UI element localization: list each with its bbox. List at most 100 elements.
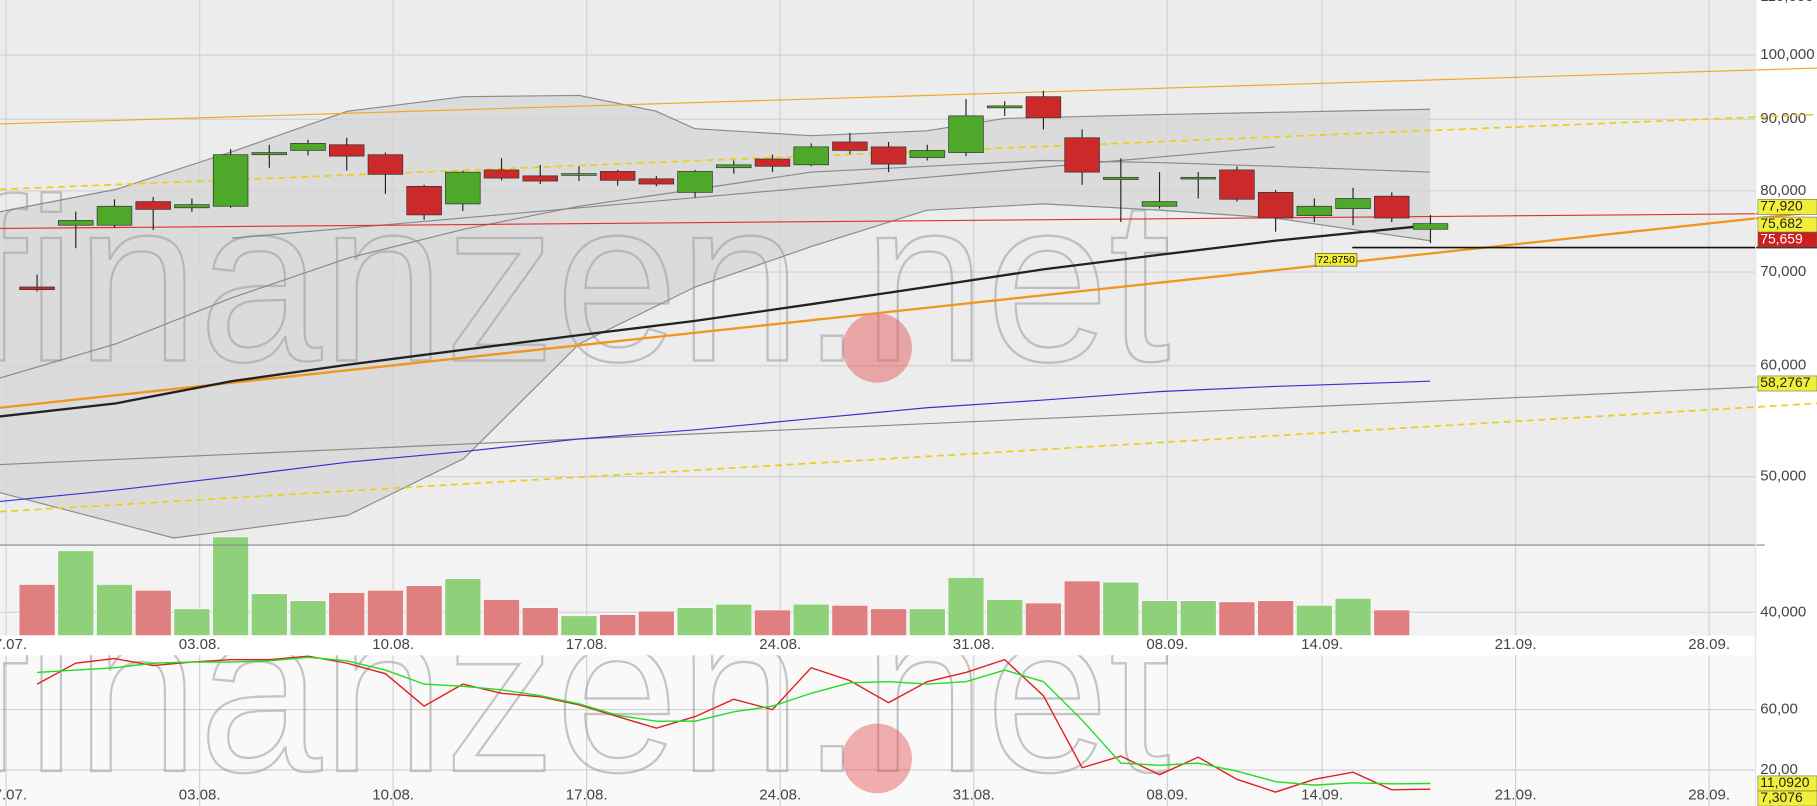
volume-bar: [909, 608, 946, 636]
volume-bar: [405, 585, 443, 636]
candle-body: [445, 171, 481, 205]
volume-bar: [870, 608, 907, 636]
x-tick-label: 24.08.: [759, 787, 801, 804]
volume-bar: [96, 584, 133, 636]
price-label: 75,659: [1760, 230, 1803, 246]
volume-bar: [986, 599, 1023, 636]
volume-bar: [754, 609, 791, 636]
y-tick-label: 100,000: [1760, 46, 1814, 63]
price-label-box: [1757, 790, 1817, 806]
x-tick-label: 31.08.: [953, 636, 995, 653]
y-tick-label: 50,000: [1760, 468, 1806, 485]
volume-bar: [1373, 609, 1411, 636]
volume-bar: [676, 607, 714, 636]
price-label: 75,682: [1760, 215, 1803, 231]
indicator-line: [231, 146, 1275, 239]
volume-bar: [328, 592, 365, 636]
candle-body: [483, 169, 520, 179]
candle-body: [367, 154, 404, 175]
band-line: [0, 94, 1431, 213]
candle-body: [832, 141, 868, 151]
x-tick-label: 14.09.: [1301, 636, 1343, 653]
x-tick-label: 28.09.: [1688, 787, 1730, 804]
indicator-pane: [0, 655, 1756, 806]
x-tick-label: 03.08.: [179, 636, 221, 653]
candle-body: [1257, 192, 1294, 219]
x-tick-label: 27.07.: [0, 636, 27, 653]
candle-body: [1103, 176, 1139, 180]
volume-bar: [134, 590, 172, 636]
x-tick-label: 17.08.: [566, 636, 608, 653]
x-tick-label: 03.08.: [179, 787, 221, 804]
volume-bar: [483, 599, 520, 636]
band-fill: [0, 95, 1431, 538]
volume-bar: [57, 550, 95, 636]
volume-bar: [831, 605, 869, 636]
x-tick-label: 24.08.: [759, 636, 801, 653]
volume-bar: [212, 536, 249, 636]
x-tick-label: 14.09.: [1301, 787, 1343, 804]
candle-body: [1296, 205, 1333, 217]
indicator-line: [37, 656, 1431, 786]
volume-bar: [1218, 601, 1256, 636]
indicator-line: [0, 113, 1817, 191]
price-label: 7,3076: [1760, 789, 1803, 805]
candle-body: [1412, 223, 1449, 230]
price-label: 77,920: [1760, 198, 1803, 214]
price-label-box: [1757, 231, 1817, 248]
background-layer: [0, 0, 1756, 806]
indicator-line: [0, 380, 1431, 503]
watermark-group: finanzen.net: [0, 562, 1172, 806]
volume-bar: [18, 584, 56, 636]
indicator-line: [0, 383, 1817, 466]
volume-bar: [947, 577, 985, 636]
volume-bar: [599, 614, 636, 636]
candle-body: [212, 154, 249, 207]
indicator-line: [0, 67, 1817, 125]
candle-body: [948, 115, 984, 153]
watermark: finanzen.net: [0, 151, 1170, 410]
volume-bar: [1102, 581, 1140, 636]
support-label: 72,8750: [1317, 255, 1355, 266]
candle-body: [561, 173, 597, 176]
volume-bar: [792, 603, 830, 636]
volume-bar: [560, 615, 598, 636]
watermark: finanzen.net: [0, 562, 1170, 806]
candle-body: [1180, 176, 1216, 180]
x-tick-label: 21.09.: [1495, 636, 1537, 653]
watermark-dot: [842, 313, 912, 383]
indicator-line: [36, 655, 1431, 793]
volume-bar: [1141, 600, 1178, 636]
candle-body: [1141, 201, 1178, 207]
watermark-dot: [842, 723, 912, 794]
volume-bar: [1063, 580, 1101, 636]
y-tick-label: 40,000: [1760, 603, 1806, 620]
candle-body: [870, 146, 907, 165]
x-tick-label: 10.08.: [372, 787, 414, 804]
x-tick-label: 28.09.: [1688, 636, 1730, 653]
indicator-line: [0, 212, 1817, 230]
price-label: 11,0920: [1760, 774, 1809, 790]
x-tick-label: 08.09.: [1146, 636, 1188, 653]
y-tick-label: 70,000: [1760, 263, 1806, 280]
candle-body: [1025, 96, 1062, 119]
y-tick-label: 90,000: [1760, 110, 1806, 127]
candle-body: [58, 220, 94, 226]
y-tick-label: 60,00: [1760, 701, 1798, 718]
y-tick-label: 80,000: [1760, 182, 1806, 199]
x-tick-label: 08.09.: [1146, 787, 1188, 804]
x-tick-label: 10.08.: [372, 636, 414, 653]
volume-bar: [1334, 598, 1372, 636]
volume-bar: [1179, 600, 1217, 636]
candle-body: [909, 150, 946, 158]
watermark-group: finanzen.net: [0, 150, 1172, 411]
candle-body: [793, 146, 829, 166]
candle-body: [716, 164, 752, 169]
candle-body: [986, 105, 1023, 109]
candle-body: [754, 158, 791, 167]
candle-body: [290, 143, 326, 151]
candle-body: [19, 286, 55, 291]
